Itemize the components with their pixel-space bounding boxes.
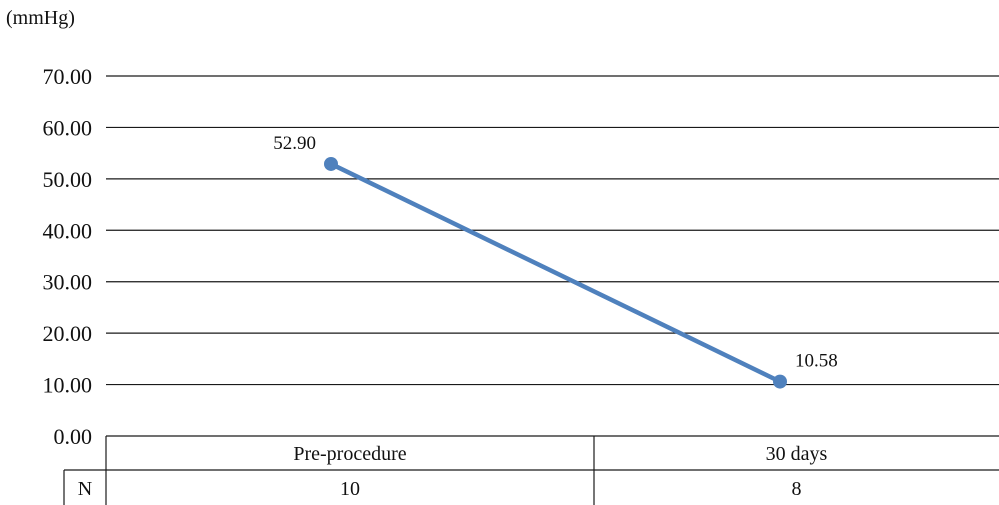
- x-category-label: Pre-procedure: [293, 443, 406, 465]
- series-line: [328, 161, 783, 384]
- x-category-label: 30 days: [766, 443, 828, 465]
- data-point: [773, 374, 787, 389]
- y-tick-label: 50.00: [43, 167, 93, 192]
- data-label: 10.58: [795, 351, 838, 372]
- y-tick-label: 30.00: [43, 270, 93, 295]
- table-row-header: N: [78, 478, 92, 500]
- y-tick-label: 40.00: [43, 218, 93, 243]
- y-tick-label: 60.00: [43, 115, 93, 140]
- y-unit-label: (mmHg): [6, 7, 75, 29]
- data-table: Pre-procedure 30 days N 10 8: [63, 435, 999, 505]
- y-axis-ticks: 0.00 10.00 20.00 30.00 40.00 50.00 60.00 70.00: [43, 64, 93, 449]
- y-tick-label: 0.00: [54, 424, 93, 449]
- table-n-value: 10: [340, 478, 360, 500]
- data-point: [324, 156, 338, 171]
- table-n-value: 8: [792, 478, 802, 500]
- data-label: 52.90: [273, 133, 316, 154]
- y-tick-label: 70.00: [43, 64, 93, 89]
- gridlines: [106, 75, 999, 386]
- y-tick-label: 20.00: [43, 321, 93, 346]
- series-layer: 52.90 10.58: [273, 133, 838, 389]
- y-tick-label: 10.00: [43, 373, 93, 398]
